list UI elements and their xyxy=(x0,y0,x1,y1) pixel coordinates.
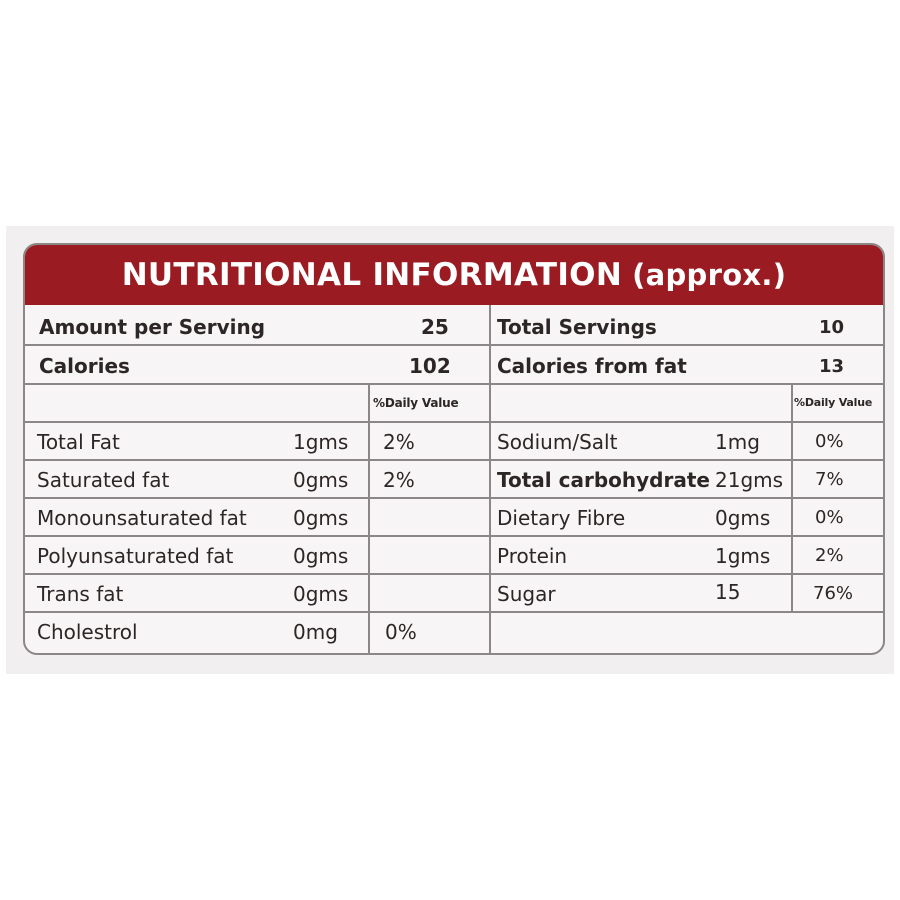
amount-per-serving-value: 25 xyxy=(421,315,449,339)
row-divider-4 xyxy=(25,459,883,461)
center-divider xyxy=(489,305,491,653)
left-row-amount: 0gms xyxy=(293,544,349,568)
calories-value: 102 xyxy=(409,354,451,378)
left-row-dv: 2% xyxy=(383,468,415,492)
right-row-amount: 1gms xyxy=(715,544,771,568)
right-row-dv: 0% xyxy=(815,507,844,528)
right-row-amount: 21gms xyxy=(715,468,784,492)
calories-from-fat-value: 13 xyxy=(819,356,845,377)
nutrition-label-card: NUTRITIONAL INFORMATION (approx.) Amount… xyxy=(6,226,894,674)
right-row-dv: 7% xyxy=(815,469,844,490)
nutrition-panel: NUTRITIONAL INFORMATION (approx.) Amount… xyxy=(23,243,885,655)
title-suffix: (approx.) xyxy=(632,258,787,292)
title-bar: NUTRITIONAL INFORMATION (approx.) xyxy=(25,245,883,305)
left-row-name: Cholestrol xyxy=(37,620,138,644)
right-row-amount: 0gms xyxy=(715,506,771,530)
row-divider-7 xyxy=(25,573,883,575)
total-servings-value: 10 xyxy=(819,317,845,338)
amount-per-serving-label: Amount per Serving xyxy=(39,315,266,339)
total-servings-label: Total Servings xyxy=(497,315,657,339)
right-row-name: Dietary Fibre xyxy=(497,506,626,530)
row-divider-5 xyxy=(25,497,883,499)
row-divider-3 xyxy=(25,421,883,423)
left-row-name: Polyunsaturated fat xyxy=(37,544,234,568)
right-row-dv: 2% xyxy=(815,545,844,566)
title-main: NUTRITIONAL INFORMATION xyxy=(121,257,623,293)
right-row-dv: 0% xyxy=(815,431,844,452)
left-row-name: Trans fat xyxy=(37,582,124,606)
left-row-name: Saturated fat xyxy=(37,468,170,492)
right-row-name: Total carbohydrate xyxy=(497,468,710,492)
right-row-amount: 1mg xyxy=(715,430,760,454)
daily-value-header-right: %Daily Value xyxy=(794,396,873,409)
right-row-name: Sodium/Salt xyxy=(497,430,618,454)
left-row-dv: 0% xyxy=(385,620,417,644)
right-bottom-divider xyxy=(489,611,883,613)
left-row-amount: 0gms xyxy=(293,468,349,492)
right-row-name: Protein xyxy=(497,544,568,568)
left-row-amount: 1gms xyxy=(293,430,349,454)
right-row-amount: 15 xyxy=(715,580,741,604)
left-dv-divider xyxy=(368,383,370,653)
daily-value-header-left: %Daily Value xyxy=(373,396,459,410)
row-divider-1 xyxy=(25,344,883,346)
left-row-amount: 0mg xyxy=(293,620,338,644)
row-divider-2 xyxy=(25,383,883,385)
right-row-name: Sugar xyxy=(497,582,556,606)
row-divider-8 xyxy=(25,611,883,613)
left-row-amount: 0gms xyxy=(293,582,349,606)
left-row-name: Total Fat xyxy=(37,430,120,454)
right-row-dv: 76% xyxy=(813,583,854,604)
calories-label: Calories xyxy=(39,354,130,378)
left-row-amount: 0gms xyxy=(293,506,349,530)
calories-from-fat-label: Calories from fat xyxy=(497,354,687,378)
row-divider-6 xyxy=(25,535,883,537)
left-row-dv: 2% xyxy=(383,430,415,454)
left-row-name: Monounsaturated fat xyxy=(37,506,247,530)
